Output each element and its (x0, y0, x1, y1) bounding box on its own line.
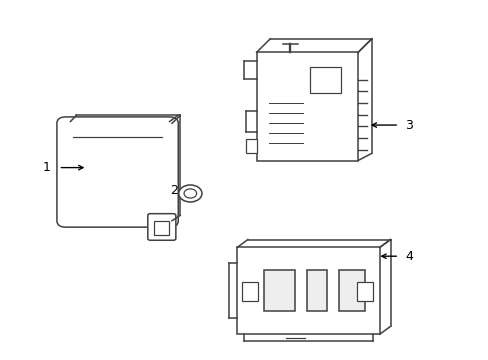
Text: 3: 3 (404, 118, 412, 131)
Text: 2: 2 (170, 184, 178, 197)
FancyBboxPatch shape (307, 270, 326, 311)
FancyBboxPatch shape (309, 67, 341, 93)
FancyBboxPatch shape (147, 214, 176, 240)
FancyBboxPatch shape (264, 270, 295, 311)
FancyBboxPatch shape (338, 270, 365, 311)
FancyBboxPatch shape (256, 53, 357, 161)
FancyBboxPatch shape (356, 282, 372, 301)
FancyBboxPatch shape (57, 117, 178, 227)
Text: 4: 4 (404, 250, 412, 263)
Text: 1: 1 (42, 161, 50, 174)
Circle shape (183, 189, 196, 198)
FancyBboxPatch shape (154, 221, 168, 235)
FancyBboxPatch shape (245, 139, 256, 153)
Circle shape (179, 185, 202, 202)
FancyBboxPatch shape (237, 247, 379, 334)
FancyBboxPatch shape (242, 282, 257, 301)
